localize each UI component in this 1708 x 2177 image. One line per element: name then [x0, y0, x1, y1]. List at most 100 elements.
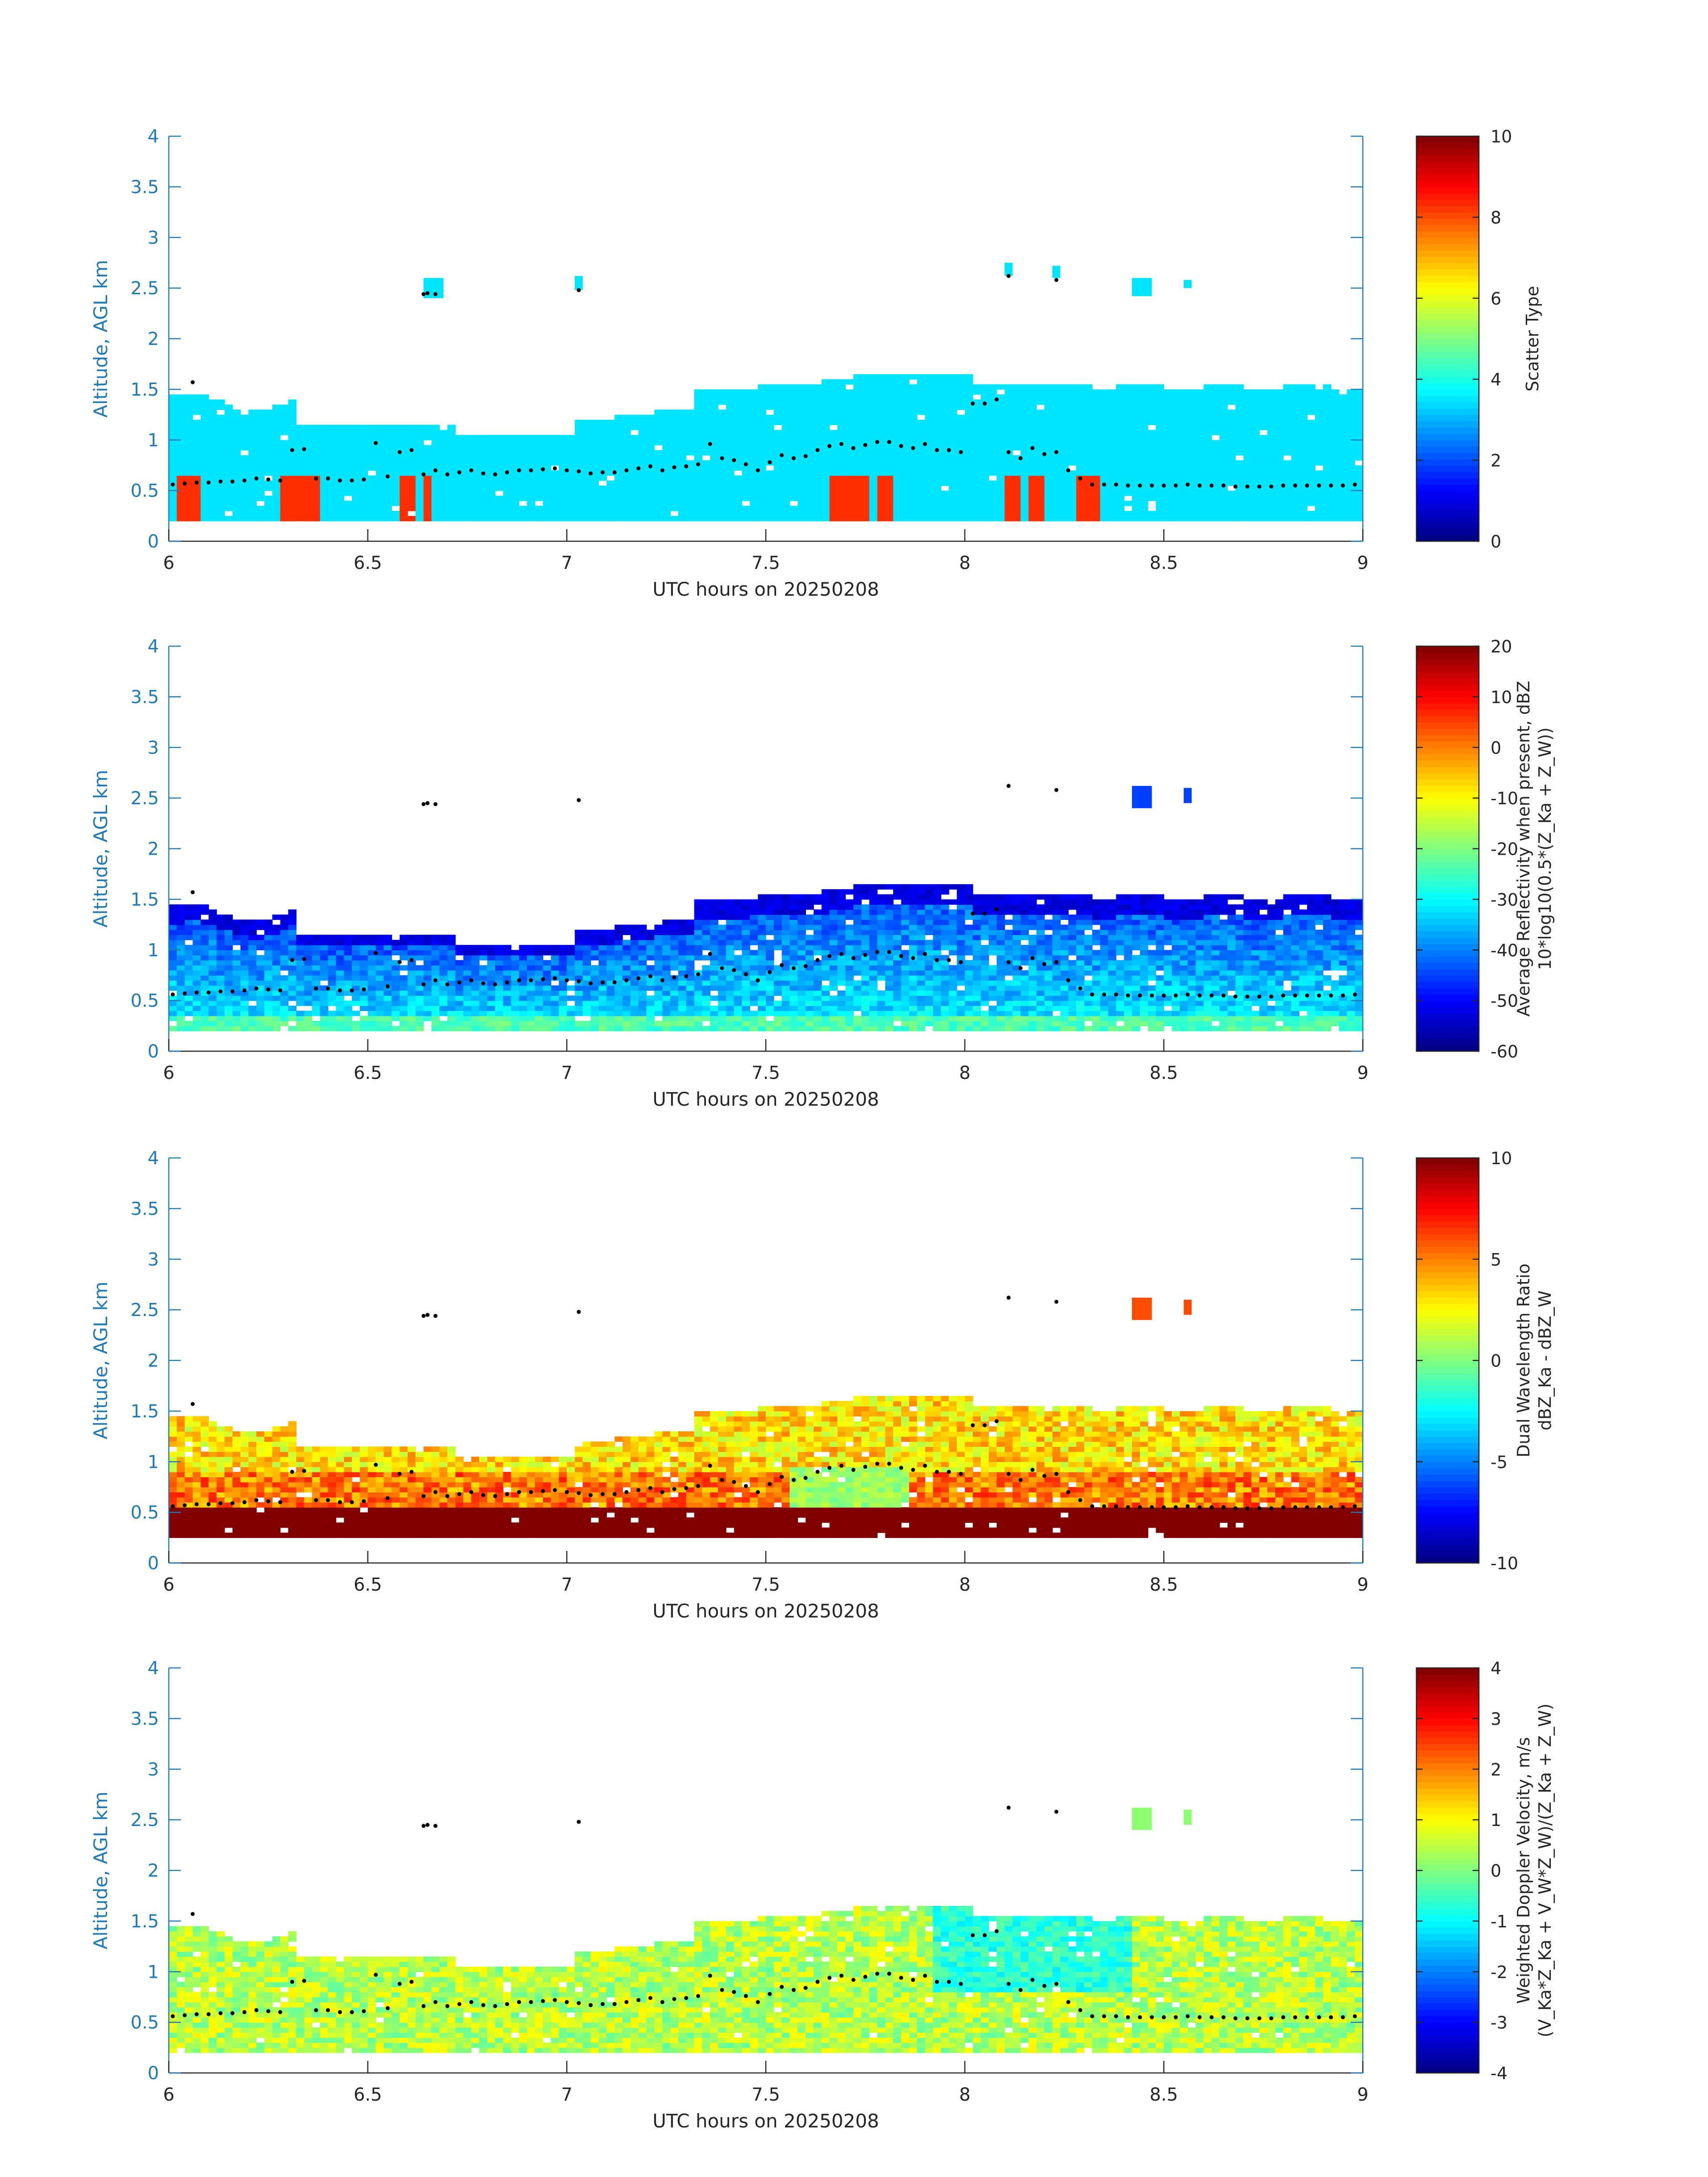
heatmap-cell — [169, 465, 177, 471]
heatmap-cell — [758, 440, 766, 446]
heatmap-cell — [431, 950, 440, 956]
heatmap-cell — [423, 965, 432, 971]
heatmap-cell — [559, 1006, 568, 1011]
heatmap-cell — [336, 970, 344, 976]
heatmap-cell — [367, 490, 376, 496]
heatmap-cell — [877, 384, 886, 390]
heatmap-cell — [630, 1006, 639, 1011]
heatmap-cell — [956, 496, 965, 501]
heatmap-cell — [1124, 399, 1132, 405]
heatmap-cell — [352, 975, 360, 981]
heatmap-cell — [184, 924, 193, 930]
heatmap-cell — [535, 445, 543, 451]
heatmap-cell — [1299, 404, 1307, 410]
heatmap-cell — [415, 465, 424, 471]
heatmap-cell — [1124, 511, 1132, 517]
heatmap-cell — [590, 460, 599, 466]
heatmap-cell — [407, 485, 416, 491]
cloud-base-marker — [1019, 456, 1023, 460]
heatmap-cell — [288, 516, 296, 522]
heatmap-cell — [853, 465, 862, 471]
heatmap-cell — [1100, 460, 1109, 466]
heatmap-cell — [392, 1006, 400, 1011]
heatmap-cell — [209, 516, 217, 522]
heatmap-cell — [614, 980, 623, 986]
heatmap-cell — [1052, 435, 1061, 440]
heatmap-cell — [256, 944, 265, 950]
heatmap-cell — [877, 516, 886, 522]
heatmap-cell — [814, 460, 822, 466]
heatmap-cell — [1323, 394, 1332, 400]
heatmap-cell — [1339, 430, 1348, 435]
heatmap-cell — [1291, 384, 1300, 390]
heatmap-cell — [997, 481, 1005, 486]
heatmap-cell — [471, 980, 480, 986]
heatmap-cell — [423, 465, 432, 471]
heatmap-cell — [200, 475, 209, 481]
heatmap-cell — [694, 404, 703, 410]
heatmap-cell — [487, 485, 496, 491]
heatmap-cell — [885, 379, 894, 385]
heatmap-cell — [1180, 501, 1188, 506]
heatmap-cell — [750, 425, 758, 430]
heatmap-cell — [296, 465, 305, 471]
heatmap-cell — [336, 475, 344, 481]
heatmap-cell — [439, 455, 448, 461]
heatmap-cell — [678, 455, 687, 461]
heatmap-cell — [1203, 501, 1212, 506]
heatmap-cell — [1267, 496, 1276, 501]
heatmap-cell — [312, 990, 321, 996]
heatmap-cell — [503, 1021, 512, 1027]
heatmap-cell — [415, 425, 424, 430]
heatmap-cell — [367, 975, 376, 981]
heatmap-cell — [304, 465, 313, 471]
heatmap-cell — [766, 419, 774, 425]
heatmap-cell — [511, 496, 520, 501]
heatmap-cell — [710, 496, 718, 501]
heatmap-cell — [766, 384, 774, 390]
heatmap-cell — [296, 450, 305, 455]
heatmap-cell — [981, 506, 989, 511]
heatmap-cell — [503, 1000, 512, 1006]
heatmap-cell — [543, 516, 551, 522]
colorbar-segment — [1416, 345, 1479, 352]
heatmap-cell — [1028, 465, 1037, 471]
heatmap-cell — [1195, 511, 1204, 517]
heatmap-cell — [1323, 475, 1332, 481]
heatmap-cell — [614, 419, 623, 425]
heatmap-cell — [551, 506, 560, 511]
heatmap-cell — [431, 435, 440, 440]
heatmap-cell — [439, 985, 448, 991]
heatmap-cell — [1251, 450, 1260, 455]
colorbar-segment — [1416, 472, 1479, 479]
heatmap-cell — [176, 440, 185, 446]
heatmap-cell — [583, 516, 591, 522]
heatmap-cell — [861, 481, 870, 486]
heatmap-cell — [1108, 485, 1117, 491]
heatmap-cell — [766, 435, 774, 440]
heatmap-cell — [766, 394, 774, 400]
colorbar-tick-label: 10 — [1491, 127, 1512, 146]
heatmap-cell — [575, 445, 583, 451]
heatmap-cell — [933, 470, 941, 476]
heatmap-cell — [272, 955, 281, 961]
heatmap-cell — [654, 960, 663, 965]
heatmap-cell — [726, 511, 735, 517]
heatmap-cell — [869, 425, 878, 430]
heatmap-cell — [1315, 485, 1324, 491]
heatmap-cell — [614, 1011, 623, 1016]
heatmap-cell — [376, 445, 384, 451]
heatmap-cell — [837, 470, 846, 476]
heatmap-cell — [1004, 481, 1013, 486]
heatmap-cell — [638, 496, 647, 501]
heatmap-cell — [439, 481, 448, 486]
heatmap-cell — [750, 475, 758, 481]
heatmap-cell — [479, 970, 488, 976]
heatmap-cell — [423, 460, 432, 466]
heatmap-cell — [853, 501, 862, 506]
heatmap-cell — [328, 435, 337, 440]
heatmap-cell — [598, 445, 607, 451]
heatmap-cell — [217, 944, 225, 950]
heatmap-cell — [956, 506, 965, 511]
heatmap-cell — [487, 1021, 496, 1027]
